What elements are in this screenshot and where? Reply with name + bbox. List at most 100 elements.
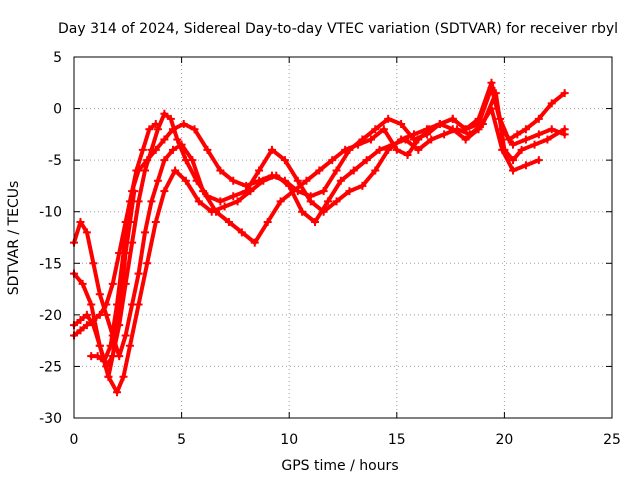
plot-frame bbox=[73, 56, 613, 419]
y-tick-label: -10 bbox=[39, 205, 62, 221]
data-point bbox=[216, 197, 225, 206]
data-point bbox=[108, 279, 117, 288]
data-point bbox=[181, 176, 190, 185]
y-axis-label: SDTVAR / TECUs bbox=[6, 181, 22, 296]
data-point bbox=[207, 207, 216, 216]
data-point bbox=[521, 125, 530, 134]
data-point bbox=[345, 187, 354, 196]
data-point bbox=[242, 181, 251, 190]
data-point bbox=[250, 238, 259, 247]
data-point bbox=[108, 352, 117, 361]
data-point bbox=[76, 326, 85, 335]
data-point bbox=[78, 279, 87, 288]
data-point bbox=[276, 197, 285, 206]
data-point bbox=[414, 145, 423, 154]
data-point bbox=[319, 187, 328, 196]
y-tick-label: -20 bbox=[39, 308, 62, 324]
data-point bbox=[530, 140, 539, 149]
data-point bbox=[125, 218, 134, 227]
data-point bbox=[82, 310, 91, 319]
y-tick-label: -30 bbox=[39, 411, 62, 427]
data-point bbox=[82, 321, 91, 330]
data-point bbox=[160, 135, 169, 144]
data-point bbox=[323, 197, 332, 206]
data-point bbox=[255, 176, 264, 185]
data-point bbox=[534, 130, 543, 139]
data-point bbox=[474, 120, 483, 129]
grid-lines bbox=[74, 57, 612, 418]
data-point bbox=[130, 187, 139, 196]
data-point bbox=[293, 176, 302, 185]
chart-title: Day 314 of 2024, Sidereal Day-to-day VTE… bbox=[58, 21, 618, 37]
data-point bbox=[151, 120, 160, 129]
data-point bbox=[461, 135, 470, 144]
data-point bbox=[487, 104, 496, 113]
data-point bbox=[306, 192, 315, 201]
data-point bbox=[362, 156, 371, 165]
data-point bbox=[448, 114, 457, 123]
data-point bbox=[192, 176, 201, 185]
data-point bbox=[134, 269, 143, 278]
data-point bbox=[397, 135, 406, 144]
data-point bbox=[224, 218, 233, 227]
y-tick-label: -25 bbox=[39, 359, 62, 375]
data-point bbox=[509, 166, 518, 175]
data-point bbox=[336, 176, 345, 185]
data-point bbox=[509, 156, 518, 165]
data-point bbox=[95, 310, 104, 319]
data-point bbox=[384, 145, 393, 154]
data-point bbox=[422, 130, 431, 139]
data-point bbox=[384, 114, 393, 123]
data-point bbox=[190, 125, 199, 134]
data-point bbox=[379, 125, 388, 134]
data-point bbox=[427, 135, 436, 144]
data-point bbox=[171, 166, 180, 175]
x-tick-label: 25 bbox=[603, 432, 621, 448]
data-point bbox=[332, 166, 341, 175]
data-point bbox=[358, 181, 367, 190]
data-point bbox=[89, 316, 98, 325]
data-point bbox=[113, 321, 122, 330]
data-point bbox=[513, 130, 522, 139]
data-point bbox=[82, 228, 91, 237]
data-point bbox=[102, 300, 111, 309]
data-point bbox=[509, 140, 518, 149]
data-point bbox=[134, 300, 143, 309]
data-point bbox=[153, 176, 162, 185]
data-point bbox=[371, 125, 380, 134]
data-point bbox=[397, 120, 406, 129]
series-line-track-3 bbox=[72, 106, 541, 369]
data-point bbox=[560, 130, 569, 139]
data-series bbox=[70, 78, 569, 397]
data-point bbox=[181, 156, 190, 165]
data-point bbox=[237, 228, 246, 237]
data-point bbox=[95, 290, 104, 299]
data-point bbox=[302, 176, 311, 185]
data-point bbox=[410, 135, 419, 144]
data-point bbox=[143, 259, 152, 268]
data-point bbox=[440, 130, 449, 139]
data-point bbox=[319, 207, 328, 216]
data-point bbox=[315, 166, 324, 175]
x-tick-label: 10 bbox=[280, 432, 298, 448]
data-point bbox=[521, 161, 530, 170]
data-point bbox=[293, 187, 302, 196]
data-point bbox=[280, 176, 289, 185]
x-tick-label: 20 bbox=[495, 432, 513, 448]
data-point bbox=[166, 114, 175, 123]
data-point bbox=[358, 135, 367, 144]
data-point bbox=[547, 125, 556, 134]
data-point bbox=[160, 109, 169, 118]
data-point bbox=[345, 145, 354, 154]
data-point bbox=[147, 197, 156, 206]
data-point bbox=[229, 192, 238, 201]
data-point bbox=[328, 156, 337, 165]
data-point bbox=[132, 166, 141, 175]
data-point bbox=[220, 202, 229, 211]
data-point bbox=[403, 150, 412, 159]
data-point bbox=[128, 238, 137, 247]
data-point bbox=[375, 145, 384, 154]
data-point bbox=[134, 197, 143, 206]
data-point bbox=[173, 135, 182, 144]
